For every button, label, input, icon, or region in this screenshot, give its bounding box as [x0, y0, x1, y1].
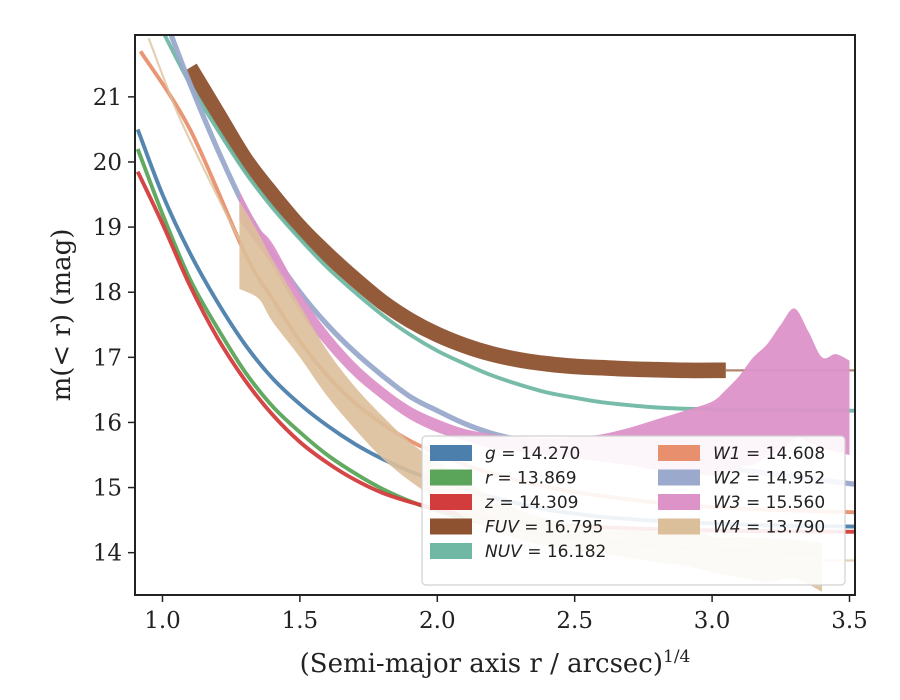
x-axis-label: (Semi-major axis r / arcsec) — [300, 649, 663, 679]
y-tick-label: 18 — [93, 280, 122, 306]
ticks-layer: 1.0 1.5 2.0 2.5 3.0 3.5 14 15 16 17 18 19 20 21 — [93, 85, 868, 634]
legend-swatch-w4 — [658, 518, 700, 535]
y-tick-label: 14 — [93, 541, 122, 567]
y-tick-label: 21 — [93, 85, 122, 111]
legend-swatch-w3 — [658, 494, 700, 510]
legend-swatch-nuv — [430, 543, 472, 559]
legend-label-z: z = 14.309 — [484, 493, 578, 513]
legend-box — [421, 435, 846, 586]
y-tick-label: 17 — [93, 345, 122, 371]
legend-swatch-z — [430, 494, 472, 510]
legend-swatch-fuv — [430, 518, 472, 535]
x-tick-label: 2.0 — [419, 608, 456, 634]
legend-swatch-w2 — [658, 469, 700, 486]
x-tick-label: 1.5 — [282, 608, 319, 634]
x-tick-label: 3.5 — [831, 608, 868, 634]
x-axis-label-exponent: 1/4 — [663, 647, 690, 667]
legend-swatch-r — [430, 469, 472, 486]
legend-label-w3: W3 = 15.560 — [713, 493, 825, 513]
plot-frame — [134, 34, 856, 596]
y-tick-label: 16 — [93, 410, 122, 436]
line-fuv — [183, 63, 726, 379]
legend-label-w4: W4 = 13.790 — [713, 518, 825, 538]
legend: g = 14.270 r = 13.869 z = 14.309 FUV = 16.7… — [421, 435, 846, 586]
x-tick-label: 3.0 — [694, 608, 731, 634]
y-tick-label: 20 — [93, 150, 122, 176]
x-tick-label: 1.0 — [144, 608, 181, 634]
y-axis-title: m(< r) (mag) — [47, 229, 77, 402]
band-w3 — [239, 191, 850, 476]
legend-label-r: r = 13.869 — [485, 469, 577, 489]
y-tick-label: 15 — [93, 476, 122, 502]
legend-label-nuv: NUV = 16.182 — [485, 542, 606, 562]
legend-label-fuv: FUV = 16.795 — [485, 518, 603, 538]
series-nuv — [162, 35, 855, 413]
line-nuv — [162, 35, 855, 413]
w4-inner-line — [147, 37, 241, 241]
legend-swatch-g — [430, 445, 472, 461]
legend-swatch-w1 — [658, 445, 700, 461]
y-tick-label: 19 — [93, 215, 122, 241]
legend-label-w1: W1 = 14.608 — [713, 444, 825, 464]
legend-label-g: g = 14.270 — [485, 444, 580, 464]
x-tick-label: 2.5 — [556, 608, 593, 634]
x-axis-title: (Semi-major axis r / arcsec)1/4 — [300, 647, 691, 679]
legend-label-w2: W2 = 14.952 — [713, 469, 825, 489]
